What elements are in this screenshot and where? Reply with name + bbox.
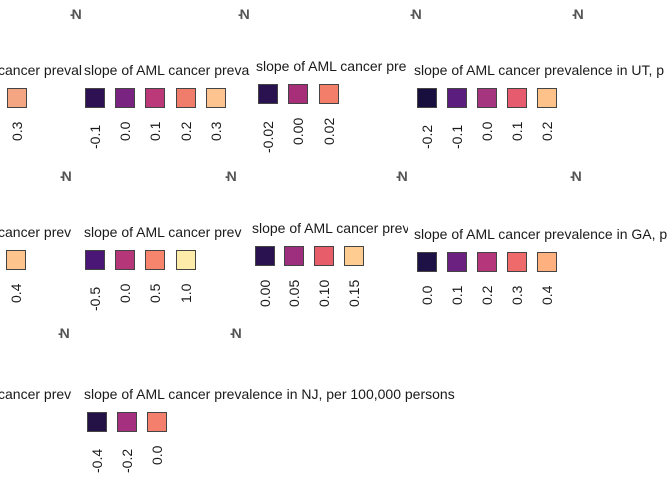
legend-title: slope of AML cancer prevalence in GA, p bbox=[414, 226, 668, 242]
legend-tick-label: 0.10 bbox=[316, 279, 332, 307]
legend-swatch bbox=[507, 252, 527, 272]
map-fragment-3: -N bbox=[410, 6, 422, 22]
legend-title: slope of AML cancer preva bbox=[84, 62, 250, 78]
legend-tick-label: -0.2 bbox=[419, 124, 435, 149]
legend-swatch bbox=[447, 252, 467, 272]
map-fragment-2: -N bbox=[238, 6, 250, 22]
legend-tick-label: 0.5 bbox=[147, 283, 163, 303]
legend-tick-label: 0.0 bbox=[419, 285, 435, 305]
legend-swatch bbox=[288, 84, 308, 104]
legend-tick-label: 0.3 bbox=[208, 121, 224, 141]
legend-swatch bbox=[344, 246, 364, 266]
map-fragment-7: -N bbox=[396, 168, 408, 184]
legend-swatch bbox=[145, 88, 165, 108]
map-fragment-5: -N bbox=[60, 168, 72, 184]
legend-title: cancer prev bbox=[0, 386, 72, 402]
legend-title: slope of AML cancer prev bbox=[252, 220, 408, 236]
legend-tick-label: 0.0 bbox=[117, 283, 133, 303]
legend-tick-label: 0.15 bbox=[346, 279, 362, 307]
legend-tick-label: 0.0 bbox=[149, 445, 165, 465]
map-fragment-4: -N bbox=[572, 6, 584, 22]
legend-title: slope of AML cancer prevalence in UT, p bbox=[414, 62, 665, 78]
legend-tick-label: 0.3 bbox=[509, 285, 525, 305]
legend-tick-label: -0.4 bbox=[89, 448, 105, 473]
legend-swatch bbox=[447, 88, 467, 108]
legend-swatch bbox=[206, 88, 226, 108]
legend-swatch bbox=[87, 412, 107, 432]
legend-tick-label: 0.02 bbox=[321, 117, 337, 145]
legend-tick-label: 0.05 bbox=[286, 279, 302, 307]
legend-swatch bbox=[537, 252, 557, 272]
map-fragment-8: -N bbox=[570, 168, 582, 184]
legend-swatch bbox=[176, 88, 196, 108]
legend-tick-label: 0.4 bbox=[539, 285, 555, 305]
legend-title: slope of AML cancer pre bbox=[256, 58, 407, 74]
legend-swatch bbox=[115, 88, 135, 108]
legend-swatch bbox=[85, 88, 105, 108]
map-fragment-6: -N bbox=[225, 168, 237, 184]
legend-swatch bbox=[477, 252, 497, 272]
legend-swatch bbox=[117, 412, 137, 432]
legend-tick-label: -0.1 bbox=[449, 124, 465, 149]
legend-tick-label: 0.0 bbox=[117, 121, 133, 141]
legend-tick-label: 0.2 bbox=[178, 121, 194, 141]
map-fragment-1: -N bbox=[70, 6, 82, 22]
legend-swatch bbox=[319, 84, 339, 104]
legend-tick-label: 0.1 bbox=[509, 121, 525, 141]
legend-tick-label: -0.5 bbox=[87, 286, 103, 311]
legend-swatch bbox=[147, 412, 167, 432]
legend-swatch bbox=[314, 246, 334, 266]
legend-title: slope of AML cancer prevalence in NJ, pe… bbox=[84, 386, 455, 402]
legend-tick-label: 0.0 bbox=[479, 121, 495, 141]
legend-tick-label: 0.2 bbox=[479, 285, 495, 305]
legend-tick-label: 0.00 bbox=[290, 117, 306, 145]
legend-swatch bbox=[255, 246, 275, 266]
legend-swatch bbox=[477, 88, 497, 108]
legend-swatch bbox=[6, 250, 26, 270]
legend-swatch bbox=[284, 246, 304, 266]
legend-swatch bbox=[417, 88, 437, 108]
legend-swatch bbox=[507, 88, 527, 108]
legend-swatch bbox=[145, 250, 165, 270]
legend-title: slope of AML cancer prev bbox=[84, 224, 242, 240]
legend-tick-label: -0.02 bbox=[260, 121, 276, 153]
legend-swatch bbox=[115, 250, 135, 270]
legend-swatch bbox=[85, 250, 105, 270]
legend-title: cancer prev bbox=[0, 224, 72, 240]
legend-tick-label: 0.00 bbox=[257, 279, 273, 307]
legend-tick-label: -0.1 bbox=[87, 124, 103, 149]
map-fragment-10: -N bbox=[230, 325, 242, 341]
legend-tick-label: 0.2 bbox=[539, 121, 555, 141]
legend-swatch bbox=[417, 252, 437, 272]
legend-title: cancer prevalence bbox=[0, 62, 82, 78]
legend-tick-label: 1.0 bbox=[178, 283, 194, 303]
map-fragment-9: -N bbox=[58, 325, 70, 341]
legend-swatch bbox=[176, 250, 196, 270]
legend-swatch bbox=[7, 88, 27, 108]
legend-tick-label: 0.1 bbox=[147, 121, 163, 141]
legend-swatch bbox=[537, 88, 557, 108]
legend-tick-label: 0.4 bbox=[8, 283, 24, 303]
legend-tick-label: -0.2 bbox=[119, 448, 135, 473]
legend-swatch bbox=[258, 84, 278, 104]
legend-tick-label: 0.1 bbox=[449, 285, 465, 305]
legend-tick-label: 0.3 bbox=[9, 121, 25, 141]
